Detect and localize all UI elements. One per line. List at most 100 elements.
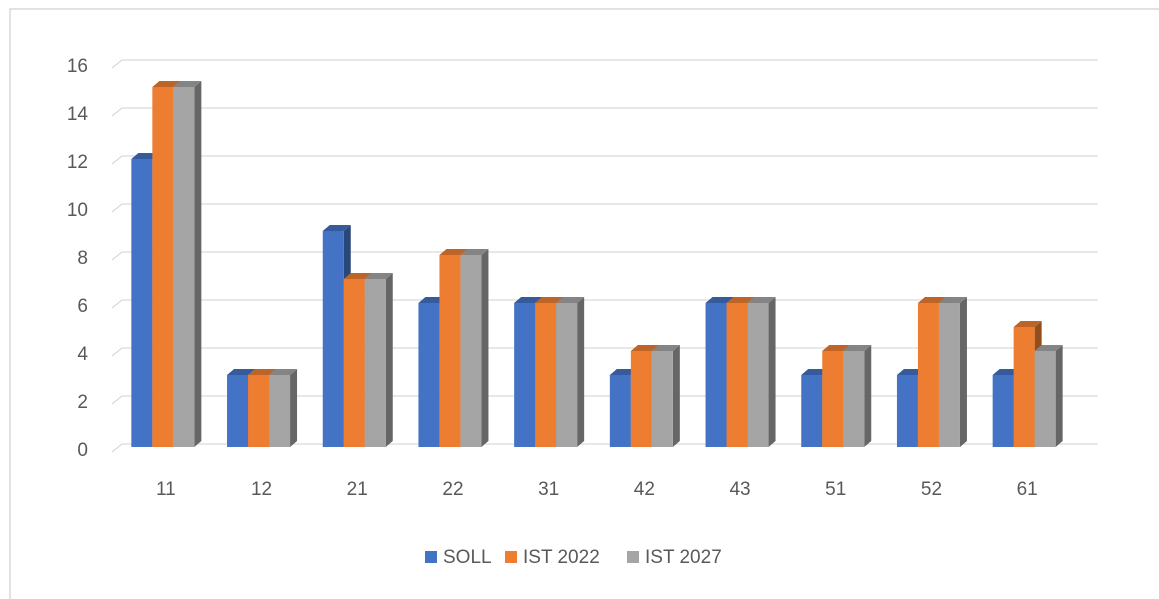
y-tick-label: 4 — [77, 344, 88, 365]
bar-top — [514, 297, 543, 303]
bar-top — [822, 345, 851, 351]
bar-top — [460, 249, 489, 255]
bar-top — [343, 273, 372, 279]
bar-front — [609, 375, 631, 447]
bar-front — [460, 255, 482, 447]
bar-side — [864, 345, 872, 447]
bar-front — [152, 87, 174, 447]
bar — [173, 81, 202, 447]
bar-side — [481, 249, 489, 447]
bar-top — [747, 297, 776, 303]
y-tick-label: 8 — [77, 248, 88, 269]
bar-front — [801, 375, 823, 447]
y-tick-label: 14 — [67, 104, 89, 125]
grid-line — [111, 59, 1098, 69]
bar — [747, 297, 776, 447]
y-tick-label: 6 — [77, 296, 88, 317]
bar — [1034, 345, 1063, 447]
bar-front — [917, 303, 939, 447]
bar-front — [269, 375, 291, 447]
bar-front — [896, 375, 918, 447]
x-tick-label: 22 — [442, 479, 463, 500]
bar-top — [1013, 321, 1042, 327]
bar-top — [726, 297, 755, 303]
bar — [460, 249, 489, 447]
bar-side — [577, 297, 585, 447]
bar-front — [630, 351, 652, 447]
bar-top — [248, 369, 277, 375]
bar-top — [651, 345, 680, 351]
y-tick-label: 2 — [77, 392, 88, 413]
bar-top — [556, 297, 585, 303]
bar-side — [385, 273, 393, 447]
bar — [651, 345, 680, 447]
bar-front — [514, 303, 536, 447]
bar-front — [651, 351, 673, 447]
bar-front — [439, 255, 461, 447]
bar-side — [1055, 345, 1063, 447]
bar-front — [418, 303, 440, 447]
legend-swatch — [627, 551, 639, 563]
bar-top — [269, 369, 298, 375]
bar-front — [705, 303, 727, 447]
bar-front — [1034, 351, 1056, 447]
y-tick-label: 12 — [67, 152, 88, 173]
bar — [938, 297, 967, 447]
x-tick-label: 12 — [251, 479, 272, 500]
bar-front — [822, 351, 844, 447]
bar-front — [726, 303, 748, 447]
bar — [843, 345, 872, 447]
bar-front — [938, 303, 960, 447]
bar-top — [917, 297, 946, 303]
grid-line — [111, 107, 1098, 117]
legend-swatch — [505, 551, 517, 563]
bar-front — [364, 279, 386, 447]
bar-front — [343, 279, 365, 447]
bar-side — [290, 369, 298, 447]
bar — [269, 369, 298, 447]
bar-top — [705, 297, 734, 303]
grid-line — [111, 443, 1098, 453]
y-tick-label: 10 — [67, 200, 88, 221]
bar-side — [768, 297, 776, 447]
bar-top — [227, 369, 256, 375]
grid-line — [111, 251, 1098, 261]
bar-top — [1034, 345, 1063, 351]
bar-top — [630, 345, 659, 351]
y-tick-label: 16 — [67, 56, 88, 77]
y-tick-label: 0 — [77, 440, 88, 461]
bar-top — [152, 81, 181, 87]
bar — [556, 297, 585, 447]
bar-front — [556, 303, 578, 447]
x-tick-label: 21 — [347, 479, 368, 500]
bar-top — [938, 297, 967, 303]
bar-top — [843, 345, 872, 351]
bar-side — [959, 297, 967, 447]
x-tick-label: 43 — [729, 479, 750, 500]
bar-front — [173, 87, 195, 447]
x-tick-label: 11 — [156, 479, 176, 500]
bar-side — [194, 81, 202, 447]
x-tick-label: 31 — [538, 479, 559, 500]
bar-front — [248, 375, 270, 447]
grid-line — [111, 155, 1098, 165]
legend-label: IST 2022 — [523, 547, 600, 568]
x-tick-label: 42 — [634, 479, 655, 500]
legend-swatch — [425, 551, 437, 563]
bar-front — [535, 303, 557, 447]
bar-top — [322, 225, 351, 231]
bar-front — [131, 159, 153, 447]
bar-front — [1013, 327, 1035, 447]
bar-front — [843, 351, 865, 447]
grid-line — [111, 203, 1098, 213]
x-tick-label: 52 — [921, 479, 942, 500]
bar — [364, 273, 393, 447]
legend-label: IST 2027 — [645, 547, 722, 568]
bar-front — [227, 375, 249, 447]
bar-top — [535, 297, 564, 303]
chart-frame — [9, 8, 1159, 599]
bar-front — [992, 375, 1014, 447]
x-tick-label: 61 — [1017, 479, 1038, 500]
x-tick-label: 51 — [825, 479, 846, 500]
